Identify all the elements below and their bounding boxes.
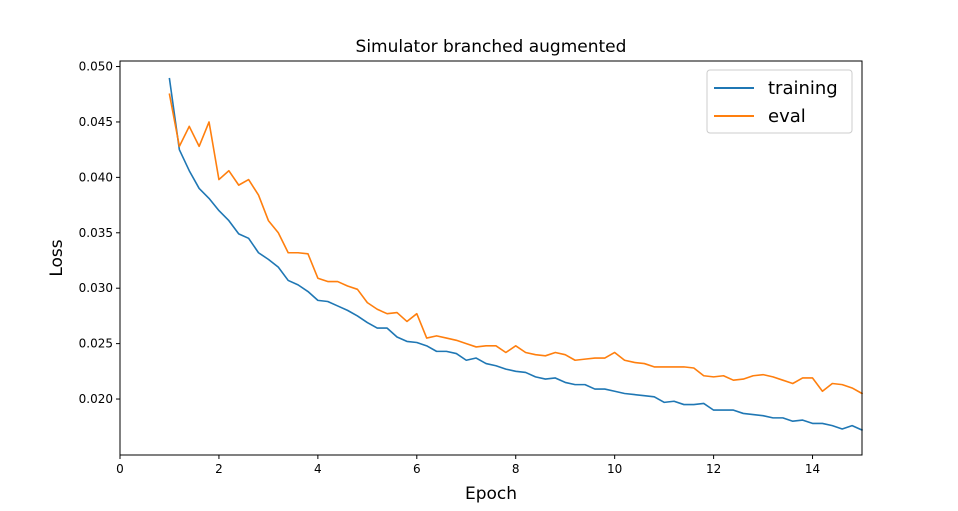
plot-frame — [119, 60, 863, 456]
legend-box — [706, 69, 853, 134]
y-tick-label: 0.045 — [79, 115, 113, 129]
y-axis-label: Loss — [47, 239, 67, 276]
y-axis: 0.020 0.025 0.030 0.035 0.040 0.045 0.050 — [79, 60, 120, 406]
legend-label-training: training — [768, 78, 838, 99]
x-axis: 0 2 4 6 8 10 12 14 — [116, 455, 820, 476]
x-tick-label: 8 — [512, 462, 520, 476]
y-tick-label: 0.040 — [79, 170, 113, 184]
series-line-eval — [168, 93, 864, 395]
y-tick-label: 0.050 — [79, 60, 113, 74]
x-tick-label: 4 — [314, 462, 322, 476]
x-tick-label: 0 — [116, 462, 124, 476]
y-tick-label: 0.030 — [79, 281, 113, 295]
x-tick-label: 6 — [413, 462, 421, 476]
y-tick-label: 0.025 — [79, 337, 113, 351]
x-axis-label: Epoch — [465, 484, 517, 504]
legend-label-eval: eval — [768, 106, 806, 127]
series-line-training — [168, 77, 864, 432]
legend: training eval — [706, 69, 853, 134]
x-tick-label: 10 — [607, 462, 622, 476]
chart-title: Simulator branched augmented — [356, 37, 627, 57]
y-tick-label: 0.035 — [79, 226, 113, 240]
y-tick-label: 0.020 — [79, 392, 113, 406]
plot-area — [168, 77, 864, 432]
x-tick-label: 2 — [215, 462, 223, 476]
x-tick-label: 14 — [805, 462, 820, 476]
x-tick-label: 12 — [706, 462, 721, 476]
